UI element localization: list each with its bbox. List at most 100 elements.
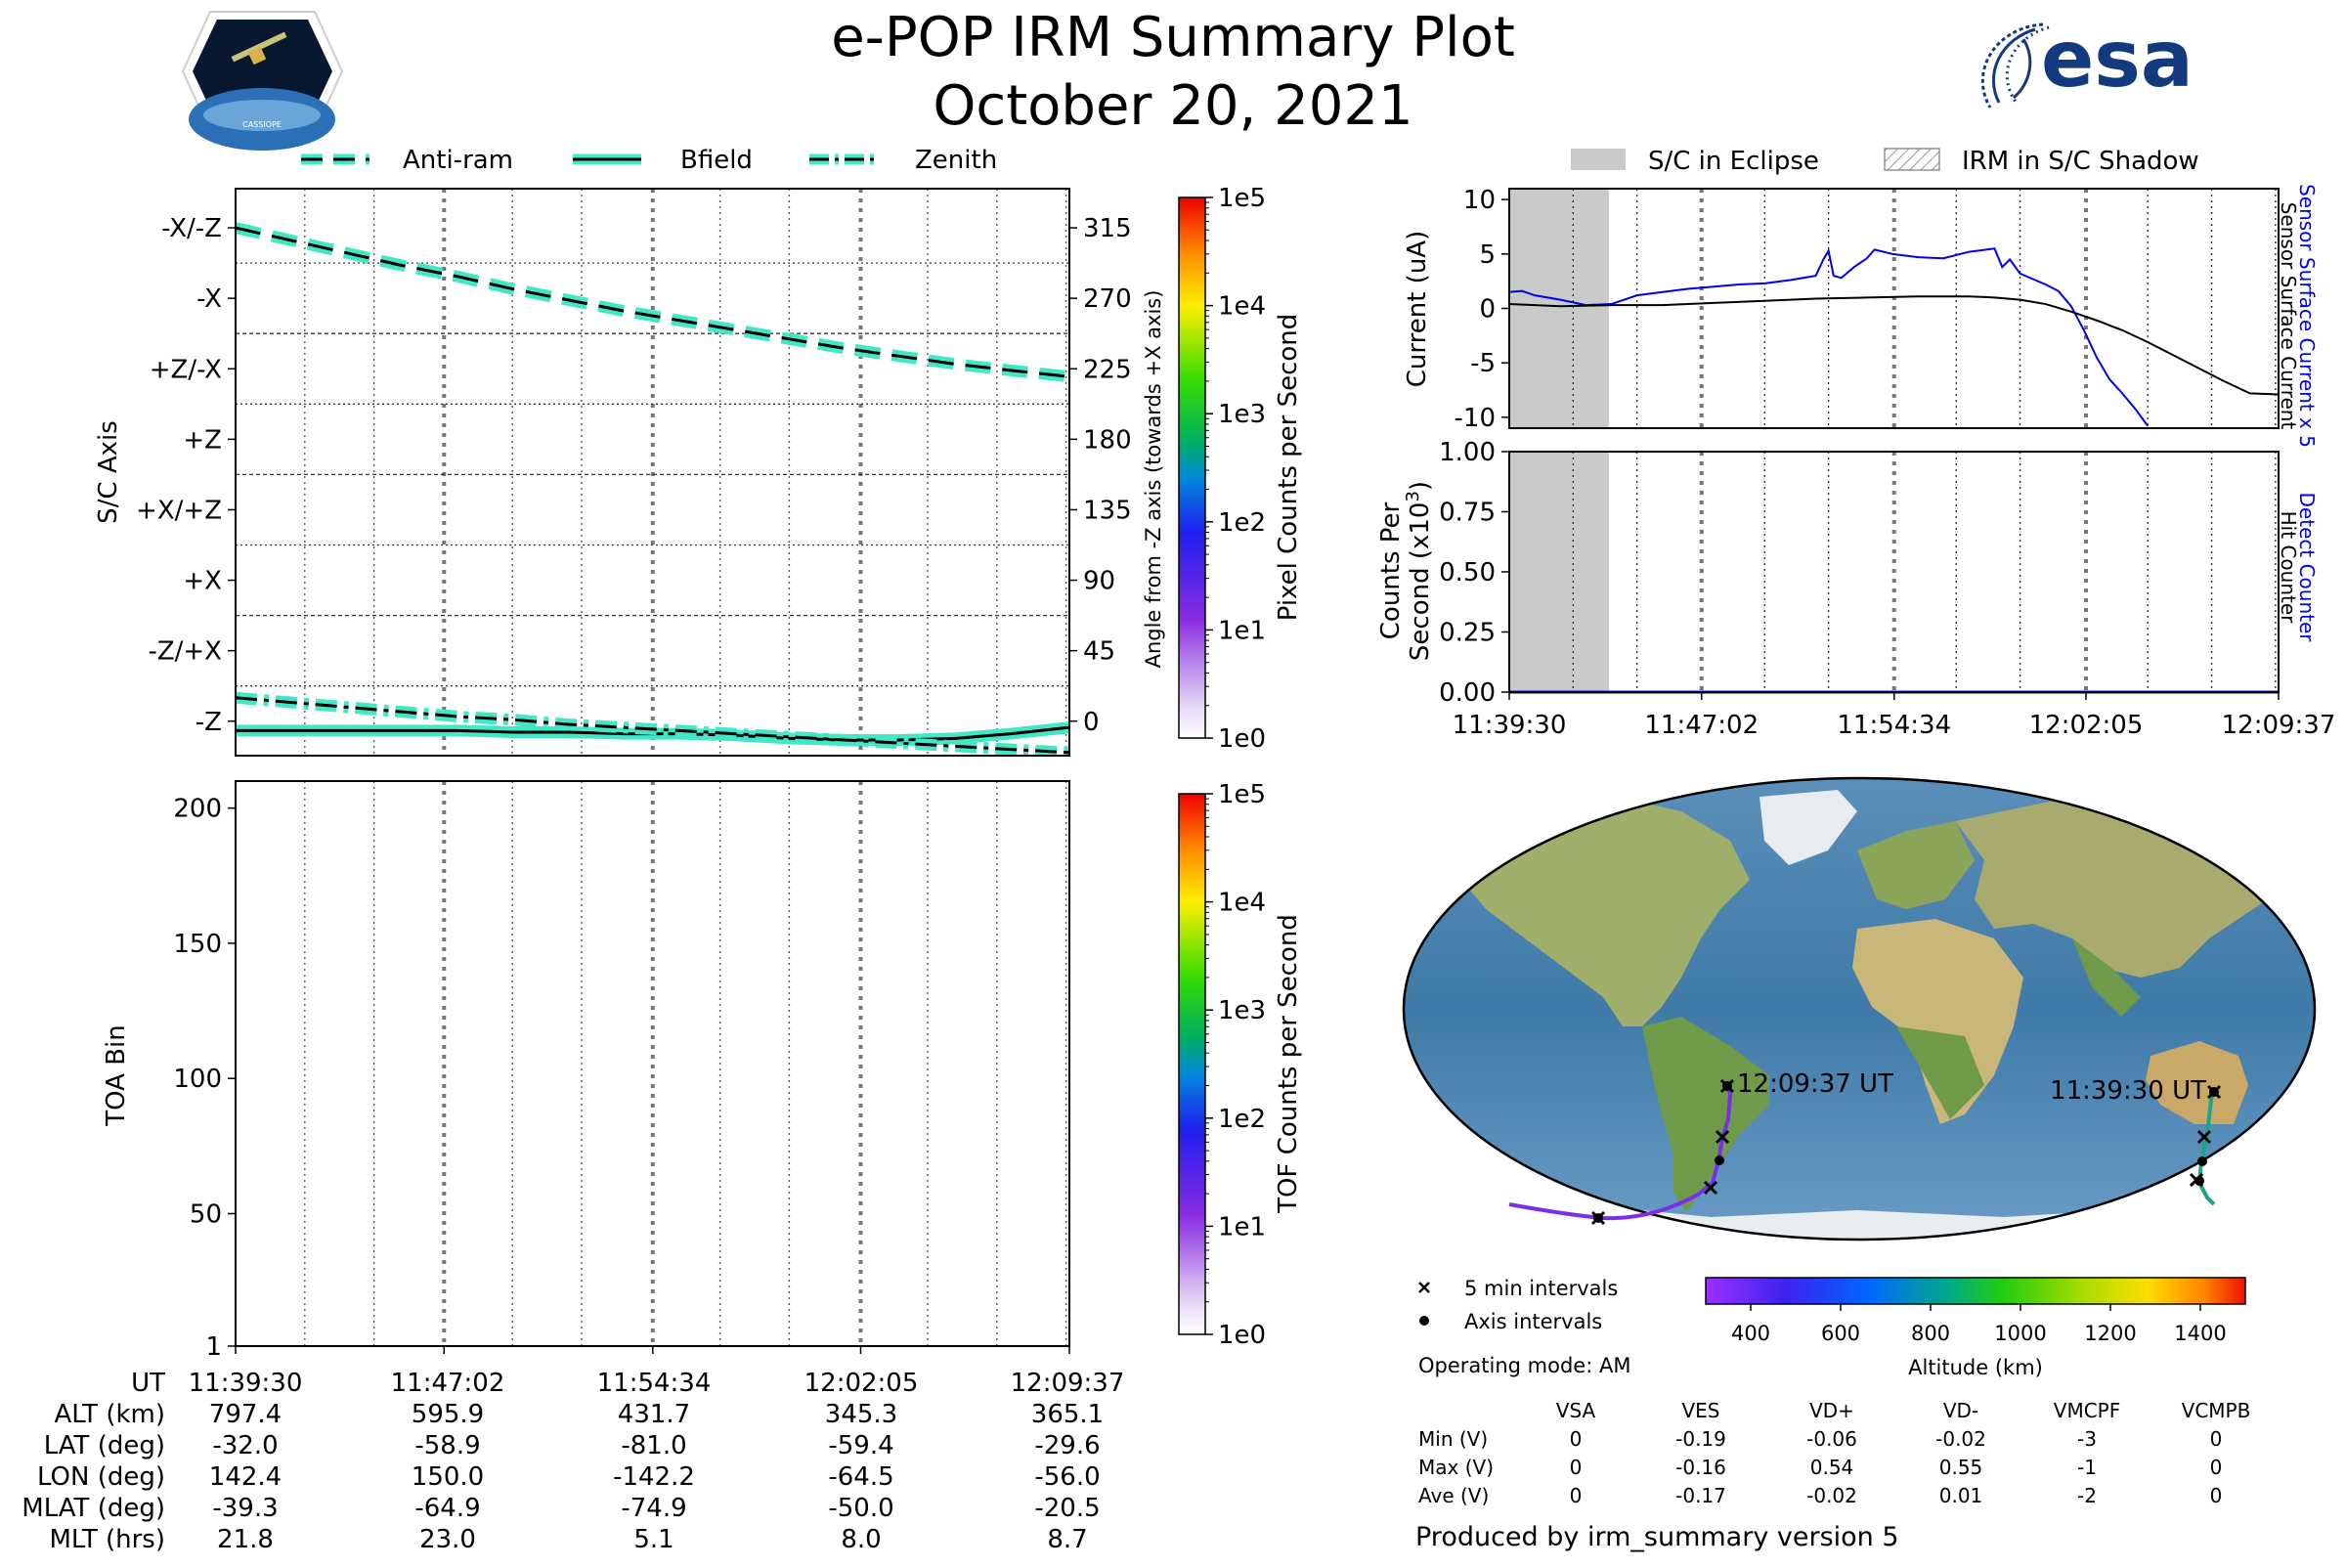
orbit-table: UT 11:39:30 11:47:02 11:54:34 12:02:05 12:09:… — [22, 1369, 1124, 1554]
orbit-cell: -20.5 — [1034, 1494, 1100, 1523]
sc-axis-panel: -X/-Z 315 -X 270 +Z/-X 225 +Z 180 +X/+Z 135 +X 90 -Z… — [94, 188, 1165, 757]
voltage-table: VSA VES VD+ VD- VMCPF VCMPB Min (V) 0 -0.19 -0.06… — [1418, 1399, 2250, 1507]
ytick-label: 150 — [173, 930, 222, 959]
orbit-end-label: 12:09:37 UT — [1737, 1069, 1893, 1099]
ytick-label: -5 — [1470, 349, 1496, 378]
ytick-label: 0.00 — [1439, 678, 1496, 708]
y-axis-label: S/C Axis — [94, 420, 123, 524]
right-label-blue: Sensor Surface Current x 5 — [2295, 184, 2319, 448]
orbit-cell: 21.8 — [217, 1525, 274, 1554]
orbit-cell: 5.1 — [633, 1525, 673, 1554]
cassiope-logo-text: CASSIOPE — [242, 120, 282, 129]
ytick-label: -10 — [1455, 404, 1496, 433]
y-axis-right-label: Angle from -Z axis (towards +X axis) — [1142, 290, 1165, 669]
orbit-row-label: ALT (km) — [54, 1400, 165, 1429]
voltage-cell: -0.02 — [1935, 1427, 1986, 1451]
ytick-right-label: 315 — [1083, 214, 1132, 243]
orbit-cell: -64.9 — [414, 1494, 480, 1523]
legend-shadow: IRM in S/C Shadow — [1962, 147, 2199, 176]
voltage-header: VD+ — [1809, 1399, 1854, 1422]
voltage-cell: -3 — [2077, 1427, 2097, 1451]
ytick-label: 100 — [173, 1065, 222, 1094]
orbit-row-label: MLT (hrs) — [50, 1525, 166, 1554]
ytick-label: 1.00 — [1439, 438, 1496, 467]
orbit-cell: 11:54:34 — [597, 1369, 712, 1398]
tof-colorbar-label: TOF Counts per Second — [1274, 914, 1303, 1214]
ytick-label: 0 — [1479, 295, 1496, 325]
tof-colorbar: 1e5 1e4 1e3 1e2 1e1 1e0 TOF Counts per Second — [1178, 780, 1303, 1350]
plot-frame — [235, 188, 1070, 757]
eclipse-band — [1509, 452, 1609, 692]
voltage-header: VCMPB — [2182, 1399, 2251, 1422]
y-axis-label-line1: Counts Per — [1376, 501, 1406, 639]
ytick-label: 5 — [1479, 240, 1496, 270]
world-map: 12:09:37 UT 11:39:30 UT — [1402, 776, 2317, 1241]
voltage-cell: 0.55 — [1939, 1456, 1983, 1479]
xtick-label: 11:39:30 — [1453, 711, 1567, 740]
voltage-cell: -0.06 — [1806, 1427, 1857, 1451]
orbit-row-label: UT — [131, 1369, 165, 1398]
xtick-label: 12:09:37 — [2222, 711, 2336, 740]
orbit-cell: 11:47:02 — [391, 1369, 505, 1398]
orbit-cell: -74.9 — [621, 1494, 686, 1523]
orbit-cell: -81.0 — [621, 1431, 686, 1460]
voltage-cell: -2 — [2077, 1484, 2097, 1507]
axis-markers — [1593, 1081, 2219, 1223]
ytick-label: +X — [183, 567, 222, 596]
legend-anti-ram: Anti-ram — [403, 146, 513, 175]
colorbar-tick-label: 1e3 — [1218, 400, 1266, 429]
orbit-cell: 345.3 — [825, 1400, 897, 1429]
orbit-cell: 11:39:30 — [189, 1369, 303, 1398]
voltage-row-label: Ave (V) — [1418, 1484, 1489, 1507]
orbit-cell: 365.1 — [1031, 1400, 1104, 1429]
colorbar-tick-label: 1e2 — [1218, 508, 1266, 538]
legend-bfield: Bfield — [680, 146, 753, 175]
altitude-colorbar: 400 600 800 1000 1200 1400 Altitude (km) — [1705, 1277, 2246, 1379]
pixel-colorbar: 1e5 1e4 1e3 1e2 1e1 1e0 Pixel Counts per Seco… — [1178, 184, 1303, 754]
xtick-label: 11:54:34 — [1837, 711, 1951, 740]
colorbar-tick-label: 1e5 — [1218, 184, 1266, 213]
eclipse-band — [1509, 189, 1609, 428]
colorbar-tick-label: 1e1 — [1218, 616, 1266, 645]
right-label-black: Hit Counter — [2277, 511, 2300, 624]
voltage-cell: 0.54 — [1810, 1456, 1854, 1479]
right-label-blue: Detect Counter — [2295, 493, 2319, 643]
esa-logo-text: esa — [2041, 14, 2194, 105]
altitude-tick-label: 1000 — [1994, 1322, 2046, 1345]
voltage-cell: 0 — [2210, 1427, 2223, 1451]
ytick-label: +Z — [183, 425, 222, 455]
orbit-cell: 431.7 — [618, 1400, 690, 1429]
page-date: October 20, 2021 — [933, 74, 1412, 138]
orbit-cell: -58.9 — [414, 1431, 480, 1460]
series-line-0 — [1509, 247, 2150, 427]
altitude-tick-label: 400 — [1731, 1322, 1770, 1345]
orbit-cell: -39.3 — [212, 1494, 278, 1523]
voltage-row-label: Min (V) — [1418, 1427, 1488, 1451]
esa-logo: esa — [1980, 14, 2194, 109]
ytick-label: 0.25 — [1439, 619, 1496, 648]
ytick-right-label: 225 — [1083, 355, 1132, 384]
legend-axis-intervals: Axis intervals — [1464, 1310, 1602, 1333]
ytick-right-label: 135 — [1083, 496, 1132, 525]
orbit-cell: 797.4 — [209, 1400, 282, 1429]
y-axis-label: Current (uA) — [1403, 231, 1432, 387]
orbit-cell: -59.4 — [828, 1431, 893, 1460]
ytick-right-label: 180 — [1083, 425, 1132, 455]
voltage-header: VSA — [1556, 1399, 1596, 1422]
series-line-1 — [1509, 295, 2279, 396]
orbit-cell: -64.5 — [828, 1462, 893, 1492]
y-axis-label-line2: Second (x103) — [1403, 481, 1435, 661]
orbit-cell: 23.0 — [419, 1525, 476, 1554]
orbit-row-label: MLAT (deg) — [22, 1494, 165, 1523]
legend-eclipse: S/C in Eclipse — [1648, 147, 1819, 176]
colorbar-tick-label: 1e4 — [1218, 292, 1266, 322]
operating-mode: Operating mode: AM — [1418, 1354, 1630, 1377]
orbit-cell: 12:02:05 — [804, 1369, 919, 1398]
altitude-tick-label: 1400 — [2174, 1322, 2226, 1345]
orbit-cell: 142.4 — [209, 1462, 282, 1492]
page-title: e-POP IRM Summary Plot — [831, 6, 1515, 69]
ytick-label: 0.75 — [1439, 499, 1496, 528]
orbit-cell: -32.0 — [212, 1431, 278, 1460]
voltage-cell: -0.16 — [1675, 1456, 1726, 1479]
